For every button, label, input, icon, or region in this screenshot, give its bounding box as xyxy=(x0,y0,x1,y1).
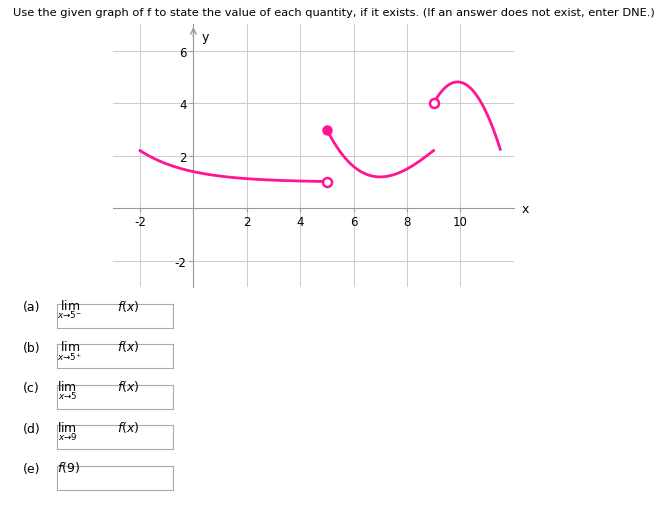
Text: $\lim_{x \to 5}$: $\lim_{x \to 5}$ xyxy=(57,379,77,401)
Text: x: x xyxy=(522,203,529,216)
Text: (c): (c) xyxy=(23,381,40,394)
Text: $\lim_{x \to 9}$: $\lim_{x \to 9}$ xyxy=(57,419,77,442)
Text: $f(9)$: $f(9)$ xyxy=(57,460,80,475)
Text: $f(x)$: $f(x)$ xyxy=(117,419,139,434)
Text: (b): (b) xyxy=(23,341,41,354)
Text: (d): (d) xyxy=(23,422,41,435)
Text: Use the given graph of ⁠f⁠ to state the value of each quantity, if it exists. (I: Use the given graph of ⁠f⁠ to state the … xyxy=(13,8,654,18)
Text: y: y xyxy=(201,30,209,43)
Text: $f(x)$: $f(x)$ xyxy=(117,379,139,394)
Text: $\lim_{x \to 5^+}$: $\lim_{x \to 5^+}$ xyxy=(57,338,81,362)
Text: (e): (e) xyxy=(23,462,41,475)
Text: (a): (a) xyxy=(23,300,41,314)
Text: $f(x)$: $f(x)$ xyxy=(117,298,139,313)
Text: $\lim_{x \to 5^-}$: $\lim_{x \to 5^-}$ xyxy=(57,298,81,321)
Text: $f(x)$: $f(x)$ xyxy=(117,338,139,354)
